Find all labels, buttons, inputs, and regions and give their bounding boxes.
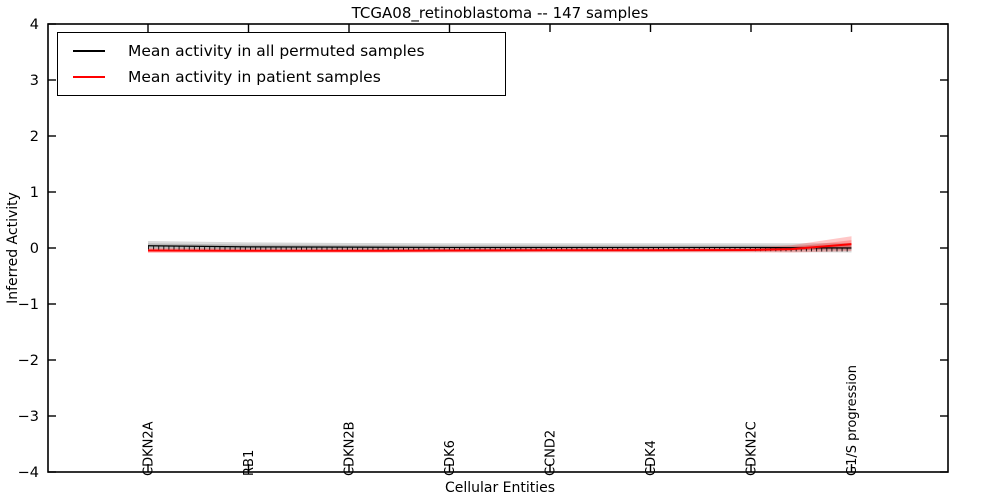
legend-item-patient: Mean activity in patient samples	[73, 68, 505, 86]
x-tick-label: CDKN2C	[745, 421, 760, 476]
y-tick-label: 0	[30, 241, 39, 257]
legend-label: Mean activity in all permuted samples	[128, 41, 425, 60]
confidence-band-inner-0	[148, 243, 852, 251]
legend-item-permuted: Mean activity in all permuted samples	[73, 42, 505, 60]
y-tick-label: 2	[30, 129, 39, 145]
y-tick-label: 3	[30, 73, 39, 89]
confidence-band-1	[148, 236, 852, 254]
chart-title: TCGA08_retinoblastoma -- 147 samples	[351, 4, 649, 22]
x-tick-label: RB1	[242, 450, 257, 476]
legend-label: Mean activity in patient samples	[128, 68, 381, 87]
mean-line-1	[147, 243, 852, 252]
legend-box: Mean activity in all permuted samples Me…	[57, 32, 506, 96]
y-tick-label: −2	[18, 353, 39, 369]
legend-line-black	[73, 49, 105, 52]
x-tick-label: CDKN2A	[142, 421, 157, 476]
x-tick-label: CCND2	[544, 430, 559, 476]
x-axis-label: Cellular Entities	[444, 480, 556, 496]
y-axis-label: Inferred Activity	[5, 192, 21, 304]
y-tick-label: 1	[30, 185, 39, 201]
x-tick-label: CDK6	[443, 440, 458, 476]
y-tick-label: 4	[30, 17, 39, 33]
x-tick-label: CDKN2B	[343, 421, 358, 476]
y-tick-label: −3	[18, 409, 39, 425]
x-tick-label: G1/S progression	[845, 365, 860, 476]
y-tick-label: −1	[18, 297, 39, 313]
mean-line-0	[147, 245, 852, 249]
legend-line-red	[73, 76, 105, 79]
x-tick-label: CDK4	[644, 440, 659, 476]
y-tick-label: −4	[18, 465, 39, 481]
